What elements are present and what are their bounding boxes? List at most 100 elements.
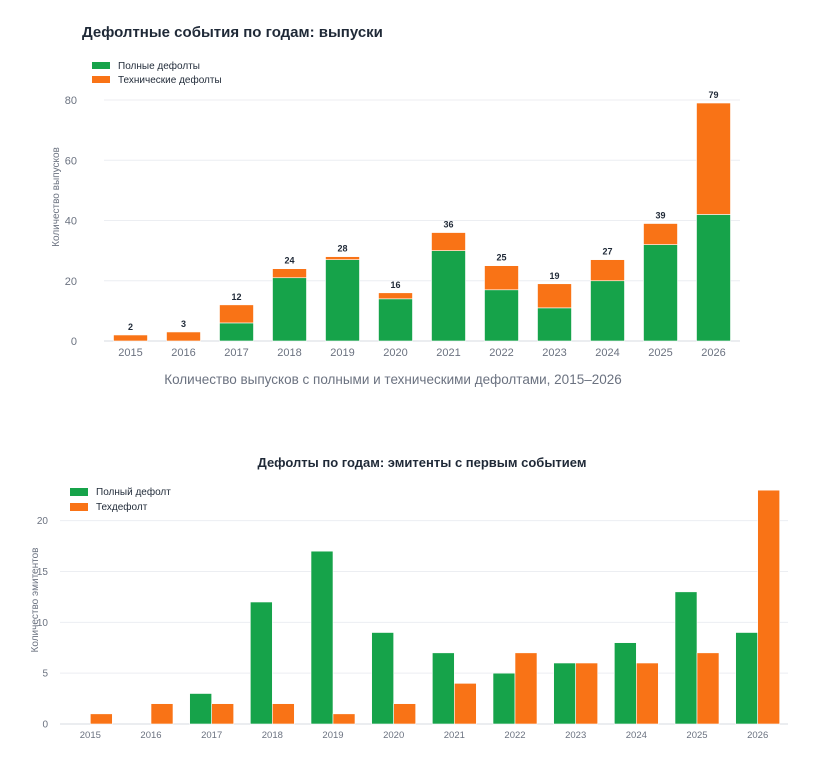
chart-2-bars [90,489,780,725]
bar-techdefault-2024 [636,662,659,725]
bar-techdefault-2021 [454,683,477,725]
chart-2: Дефолты по годам: эмитенты с первым собы… [30,455,788,741]
total-label-2019: 28 [337,244,347,254]
chart-1-x-tick-label: 2021 [436,347,460,359]
chart-2-x-tick-label: 2017 [201,730,222,741]
chart-2-gridlines [60,520,788,725]
chart-2-x-ticks: 2015 2016 2017 2018 2019 2020 2021 2022 2023 2024… [80,730,768,741]
chart-2-x-tick-label: 2025 [686,730,707,741]
legend-swatch-full [92,62,110,69]
bar-techdefault-2022 [514,652,538,725]
bar-full-default-2020 [371,632,394,725]
chart-1-y-tick-label: 20 [65,276,77,288]
chart-2-x-tick-label: 2016 [140,730,161,741]
bar-techdefault-2025 [696,652,720,725]
chart-1-y-tick-label: 0 [71,336,77,348]
chart-2-x-tick-label: 2020 [383,730,404,741]
bar-full-default-2018 [250,601,273,725]
chart-1-legend[interactable]: Полные дефолты Технические дефолты [92,60,222,86]
bar-full-default-2026 [735,632,758,725]
bar-full-default-2026 [696,214,731,342]
bar-tech-default-2015 [113,334,148,342]
bar-techdefault-2018 [272,703,295,725]
chart-2-x-tick-label: 2024 [626,730,647,741]
chart-2-x-tick-label: 2023 [565,730,586,741]
legend-label-full: Полные дефолты [118,60,200,72]
bar-full-default-2023 [537,307,572,342]
chart-2-x-tick-label: 2015 [80,730,101,741]
chart-1-gridlines [104,99,740,342]
chart-1-x-tick-label: 2019 [330,347,354,359]
bar-full-default-2017 [189,693,212,725]
total-label-2020: 16 [390,280,400,290]
chart-1-y-ticks: 0 20 40 60 80 [65,95,77,348]
bar-tech-default-2018 [272,268,307,279]
chart-2-legend[interactable]: Полный дефолт Техдефолт [70,486,171,513]
total-label-2023: 19 [549,271,559,281]
chart-1-y-tick-label: 80 [65,95,77,107]
total-label-2017: 12 [231,292,241,302]
chart-2-y-ticks: 0 5 10 15 20 [37,516,49,730]
chart-2-y-tick-label: 20 [37,516,49,527]
chart-1-x-tick-label: 2015 [118,347,142,359]
bar-tech-default-2017 [219,304,254,324]
chart-2-title: Дефолты по годам: эмитенты с первым собы… [258,455,587,470]
total-label-2018: 24 [284,256,294,266]
chart-2-x-tick-label: 2022 [504,730,525,741]
chart-2-x-tick-label: 2018 [262,730,283,741]
chart-1-x-tick-label: 2017 [224,347,248,359]
chart-1-x-tick-label: 2026 [701,347,725,359]
chart-1-x-tick-label: 2025 [648,347,672,359]
legend-label-techdefault: Техдефолт [96,501,148,513]
chart-2-x-tick-label: 2019 [322,730,343,741]
chart-2-y-tick-label: 15 [37,567,49,578]
bar-full-default-2021 [431,250,466,342]
bar-techdefault-2016 [150,703,174,725]
bar-full-default-2025 [674,591,698,725]
bar-tech-default-2016 [166,331,201,342]
total-label-2016: 3 [181,319,186,329]
bar-techdefault-2015 [90,713,113,725]
bar-full-default-2025 [643,244,678,342]
chart-1-x-ticks: 2015 2016 2017 2018 2019 2020 2021 2022 2023 2024… [118,347,725,359]
chart-2-x-tick-label: 2026 [747,730,768,741]
chart-1-y-tick-label: 40 [65,216,77,228]
legend-label-tech: Технические дефолты [118,74,222,86]
total-label-2024: 27 [602,247,612,257]
bar-full-default-2019 [325,259,360,342]
bar-full-default-2017 [219,322,254,342]
bar-tech-default-2019 [325,256,360,260]
bar-techdefault-2019 [332,713,356,725]
total-label-2022: 25 [496,253,506,263]
bar-full-default-2021 [432,652,455,725]
chart-1-total-labels: 2 3 12 24 28 16 36 25 19 27 39 79 [128,90,719,332]
bar-tech-default-2024 [590,259,625,282]
chart-2-y-tick-label: 0 [42,720,48,731]
chart-2-y-axis-label: Количество эмитентов [30,548,41,653]
bar-techdefault-2023 [575,662,598,725]
bar-tech-default-2022 [484,265,519,291]
bar-full-default-2023 [553,662,576,725]
bar-full-default-2018 [272,277,307,342]
chart-1-x-tick-label: 2016 [171,347,195,359]
chart-2-y-tick-label: 10 [37,618,49,629]
legend-swatch-full-default [70,488,88,496]
total-label-2015: 2 [128,322,133,332]
bar-full-default-2024 [590,280,625,342]
bar-tech-default-2025 [643,223,678,245]
total-label-2021: 36 [443,220,453,230]
bar-tech-default-2023 [537,283,572,309]
chart-2-x-tick-label: 2021 [444,730,465,741]
chart-1-bars [113,102,731,342]
chart-1-subtitle: Количество выпусков с полными и техничес… [164,372,622,387]
chart-1-x-tick-label: 2022 [489,347,513,359]
bar-techdefault-2026 [757,489,780,725]
bar-tech-default-2026 [696,102,731,215]
bar-full-default-2020 [378,298,413,342]
total-label-2025: 39 [655,211,665,221]
chart-1-x-tick-label: 2023 [542,347,566,359]
chart-1-y-tick-label: 60 [65,155,77,167]
legend-swatch-tech [92,76,110,83]
chart-1-y-axis-label: Количество выпусков [51,147,62,247]
bar-full-default-2024 [614,642,637,725]
